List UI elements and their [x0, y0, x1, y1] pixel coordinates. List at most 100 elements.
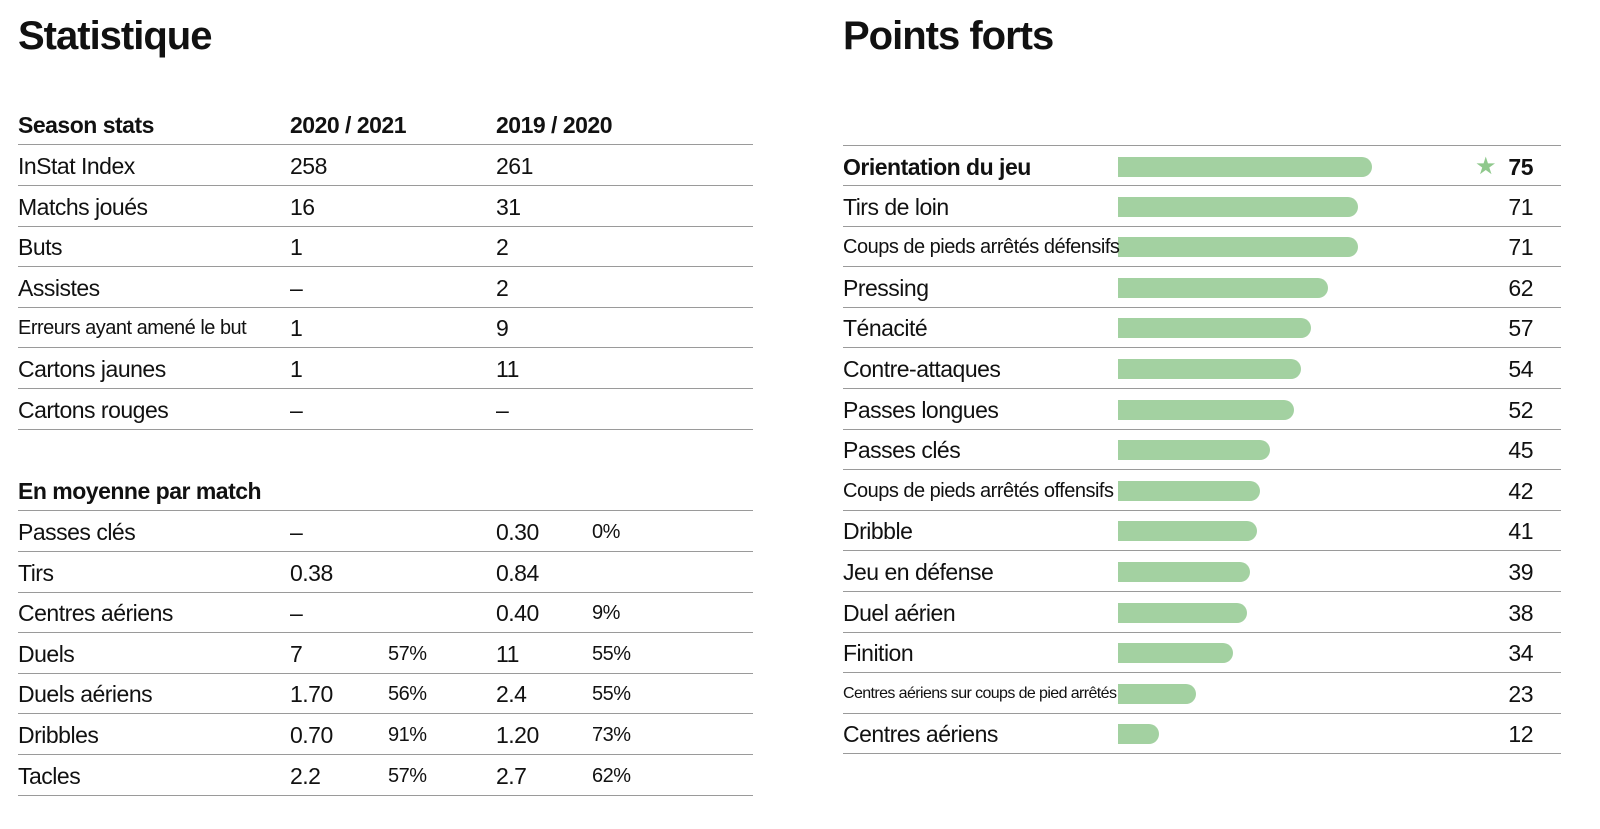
strength-row: Tirs de loin 71 [843, 186, 1561, 227]
strength-bar [1118, 157, 1372, 177]
value-2019-2020: 0.84 [496, 559, 539, 586]
average-per-match-header: En moyenne par match [18, 470, 753, 511]
strength-label: Tirs de loin [843, 193, 949, 220]
strength-label: Centres aériens sur coups de pied arrêté… [843, 684, 1117, 702]
percent-2019-2020: 55% [592, 642, 631, 665]
strength-value: 42 [1508, 477, 1533, 504]
strength-label: Passes longues [843, 396, 999, 423]
strength-label: Ténacité [843, 315, 928, 342]
row-label: Cartons rouges [18, 396, 169, 423]
strength-bar [1118, 480, 1260, 501]
strength-label: Orientation du jeu [843, 154, 1031, 180]
table-row: Matchs joués 16 31 [18, 186, 753, 227]
row-label: Centres aériens [18, 600, 173, 627]
strength-row: Dribble 41 [843, 510, 1561, 552]
percent-2020-2021: 91% [388, 724, 427, 746]
table-row: Assistes – 2 [18, 267, 753, 308]
percent-2020-2021: 57% [388, 642, 427, 665]
strength-value: 54 [1508, 356, 1533, 382]
strength-bar [1118, 602, 1247, 623]
strength-row: Passes longues 52 [843, 389, 1561, 430]
strength-label: Coups de pieds arrêtés offensifs [843, 479, 1114, 502]
season-stats-header: Season stats 2020 / 2021 2019 / 2020 [18, 104, 753, 145]
strength-bar [1118, 399, 1294, 420]
table-row: Passes clés – 0.30 0% [18, 511, 753, 552]
value-2020-2021: 258 [290, 153, 327, 179]
strength-row: Contre-attaques 54 [843, 348, 1561, 389]
row-label: Duels aériens [18, 681, 153, 708]
value-2020-2021: 0.38 [290, 559, 333, 586]
percent-2020-2021: 57% [388, 764, 427, 787]
strength-value: 71 [1508, 193, 1533, 220]
table-row: Buts 1 2 [18, 226, 753, 268]
strength-value: 39 [1508, 559, 1533, 585]
table-row: Duels aériens 1.70 56% 2.4 55% [18, 673, 753, 715]
row-label: Erreurs ayant amené le but [18, 317, 247, 340]
value-2019-2020: 2 [496, 234, 509, 261]
table-row: InStat Index 258 261 [18, 145, 753, 186]
value-2019-2020: 1.20 [496, 722, 539, 748]
value-2019-2020: 9 [496, 315, 509, 342]
season-stats-label: Season stats [18, 112, 154, 138]
value-2019-2020: 0.40 [496, 600, 539, 627]
table-row: Cartons jaunes 1 11 [18, 348, 753, 389]
strength-label: Centres aériens [843, 721, 998, 748]
strength-label: Duel aérien [843, 599, 956, 626]
table-row: Dribbles 0.70 91% 1.20 73% [18, 714, 753, 755]
table-row: Tirs 0.38 0.84 [18, 552, 753, 593]
row-label: Passes clés [18, 519, 136, 545]
strength-value: 45 [1508, 437, 1533, 464]
star-icon: ★ [1475, 153, 1497, 180]
value-2019-2020: 31 [496, 193, 521, 220]
strength-label: Jeu en défense [843, 559, 994, 585]
percent-2019-2020: 9% [592, 602, 620, 625]
strength-label: Finition [843, 640, 914, 667]
value-2019-2020: 2.4 [496, 681, 527, 708]
percent-2019-2020: 73% [592, 724, 631, 746]
row-label: Assistes [18, 274, 100, 301]
table-row: Erreurs ayant amené le but 1 9 [18, 307, 753, 349]
strength-row: Ténacité 57 [843, 307, 1561, 349]
strength-bar [1118, 359, 1301, 379]
value-2019-2020: 2.7 [496, 762, 527, 789]
strength-value: 71 [1508, 234, 1533, 261]
percent-2019-2020: 62% [592, 764, 631, 787]
value-2019-2020: 11 [496, 356, 519, 382]
value-2020-2021: 1 [290, 234, 303, 261]
points-forts-title: Points forts [843, 14, 1054, 58]
value-2020-2021: 1 [290, 315, 303, 342]
row-label: Buts [18, 234, 63, 261]
row-label: Dribbles [18, 722, 99, 748]
strength-value: 62 [1508, 274, 1533, 301]
value-2020-2021: – [290, 396, 303, 423]
strength-value: 23 [1508, 680, 1533, 707]
value-2020-2021: 7 [290, 640, 303, 667]
value-2020-2021: 16 [290, 193, 315, 220]
row-label: InStat Index [18, 153, 135, 179]
value-2020-2021: 1.70 [290, 681, 333, 708]
strength-value: 12 [1508, 721, 1533, 748]
value-2019-2020: 0.30 [496, 519, 539, 545]
value-2020-2021: – [290, 274, 303, 301]
table-row: Duels 7 57% 11 55% [18, 633, 753, 674]
strength-row: Finition 34 [843, 632, 1561, 674]
strength-row: Duel aérien 38 [843, 592, 1561, 633]
value-2019-2020: – [496, 396, 509, 423]
strength-row: Orientation du jeu ★ 75 [843, 145, 1561, 186]
strength-label: Passes clés [843, 437, 961, 464]
percent-2019-2020: 0% [592, 521, 620, 543]
strength-row: Coups de pieds arrêtés défensifs 71 [843, 226, 1561, 268]
season-col-2019-2020: 2019 / 2020 [496, 112, 613, 138]
strength-row: Coups de pieds arrêtés offensifs 42 [843, 470, 1561, 511]
value-2019-2020: 261 [496, 153, 533, 179]
value-2020-2021: 0.70 [290, 722, 333, 748]
row-label: Cartons jaunes [18, 356, 166, 382]
row-label: Matchs joués [18, 193, 148, 220]
percent-2020-2021: 56% [388, 683, 427, 706]
strength-value: 41 [1508, 518, 1533, 545]
statistique-title: Statistique [18, 14, 212, 58]
strength-bar [1118, 237, 1358, 258]
strength-value: 75 [1508, 154, 1533, 180]
value-2020-2021: – [290, 600, 303, 627]
strength-bar [1118, 683, 1196, 704]
